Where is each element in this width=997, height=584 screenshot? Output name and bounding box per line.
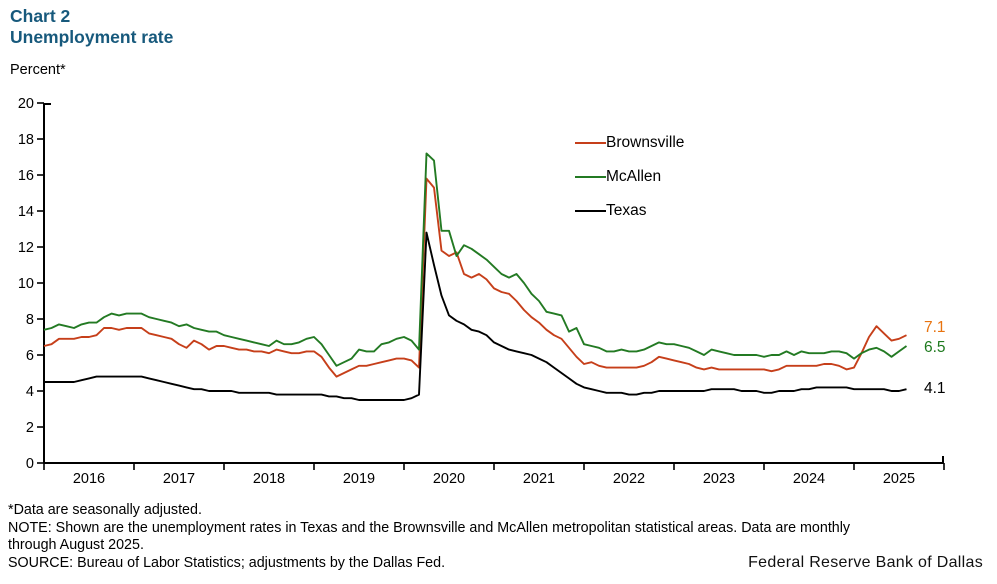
federal-reserve-bank-of-dallas-wordmark: Federal Reserve Bank of Dallas xyxy=(748,554,983,571)
y-tick-label: 12 xyxy=(18,240,34,256)
x-year-label: 2017 xyxy=(163,471,195,487)
texas-line-swatch xyxy=(575,210,606,212)
legend-label: Brownsville xyxy=(606,134,685,151)
y-tick-label: 10 xyxy=(18,276,34,292)
mcallen-line-swatch xyxy=(575,176,606,178)
y-tick-label: 2 xyxy=(26,420,34,436)
legend-label: Texas xyxy=(606,202,647,219)
note-line1: NOTE: Shown are the unemployment rates i… xyxy=(8,519,851,536)
legend-item-mcallen: McAllen xyxy=(575,167,684,187)
chart-notes: *Data are seasonally adjusted. NOTE: Sho… xyxy=(8,502,993,572)
y-axis-unit-label: Percent* xyxy=(10,62,66,78)
legend-label: McAllen xyxy=(606,168,662,185)
mcallen-end-value-label: 6.5 xyxy=(924,339,946,356)
x-year-label: 2018 xyxy=(253,471,285,487)
brownsville-end-value-label: 7.1 xyxy=(924,319,946,336)
legend-item-brownsville: Brownsville xyxy=(575,133,684,153)
chart-number: Chart 2 xyxy=(10,6,71,26)
x-year-label: 2024 xyxy=(793,471,825,487)
y-tick-label: 0 xyxy=(26,456,34,472)
footnote: *Data are seasonally adjusted. xyxy=(8,502,202,518)
brownsville-series-line xyxy=(43,177,907,378)
source-line: SOURCE: Bureau of Labor Statistics; adju… xyxy=(8,554,446,571)
x-year-label: 2020 xyxy=(433,471,465,487)
mcallen-series-line xyxy=(43,152,908,367)
y-tick-label: 14 xyxy=(18,204,34,220)
y-tick-label: 8 xyxy=(26,312,34,328)
brownsville-line-swatch xyxy=(575,142,606,144)
legend: Brownsville McAllen Texas xyxy=(575,133,684,235)
x-year-label: 2016 xyxy=(73,471,105,487)
chart-title: Chart 2 Unemployment rate xyxy=(10,6,173,48)
chart-subtitle: Unemployment rate xyxy=(10,27,174,47)
y-tick-label: 20 xyxy=(18,96,34,112)
y-tick-label: 18 xyxy=(18,132,34,148)
y-tick-label: 16 xyxy=(18,168,34,184)
texas-series-line xyxy=(44,231,907,401)
note-line2: through August 2025. xyxy=(8,537,144,554)
chart-svg: 0 2 4 6 8 10 12 14 16 18 20 2016 2017 2018 2019 2020 202… xyxy=(18,96,945,487)
x-year-label: 2019 xyxy=(343,471,375,487)
legend-item-texas: Texas xyxy=(575,201,684,221)
x-year-label: 2025 xyxy=(883,471,915,487)
x-year-label: 2022 xyxy=(613,471,645,487)
x-year-label: 2021 xyxy=(523,471,555,487)
y-tick-label: 4 xyxy=(26,384,34,400)
texas-end-value-label: 4.1 xyxy=(924,380,946,397)
y-tick-label: 6 xyxy=(26,348,34,364)
x-year-label: 2023 xyxy=(703,471,735,487)
